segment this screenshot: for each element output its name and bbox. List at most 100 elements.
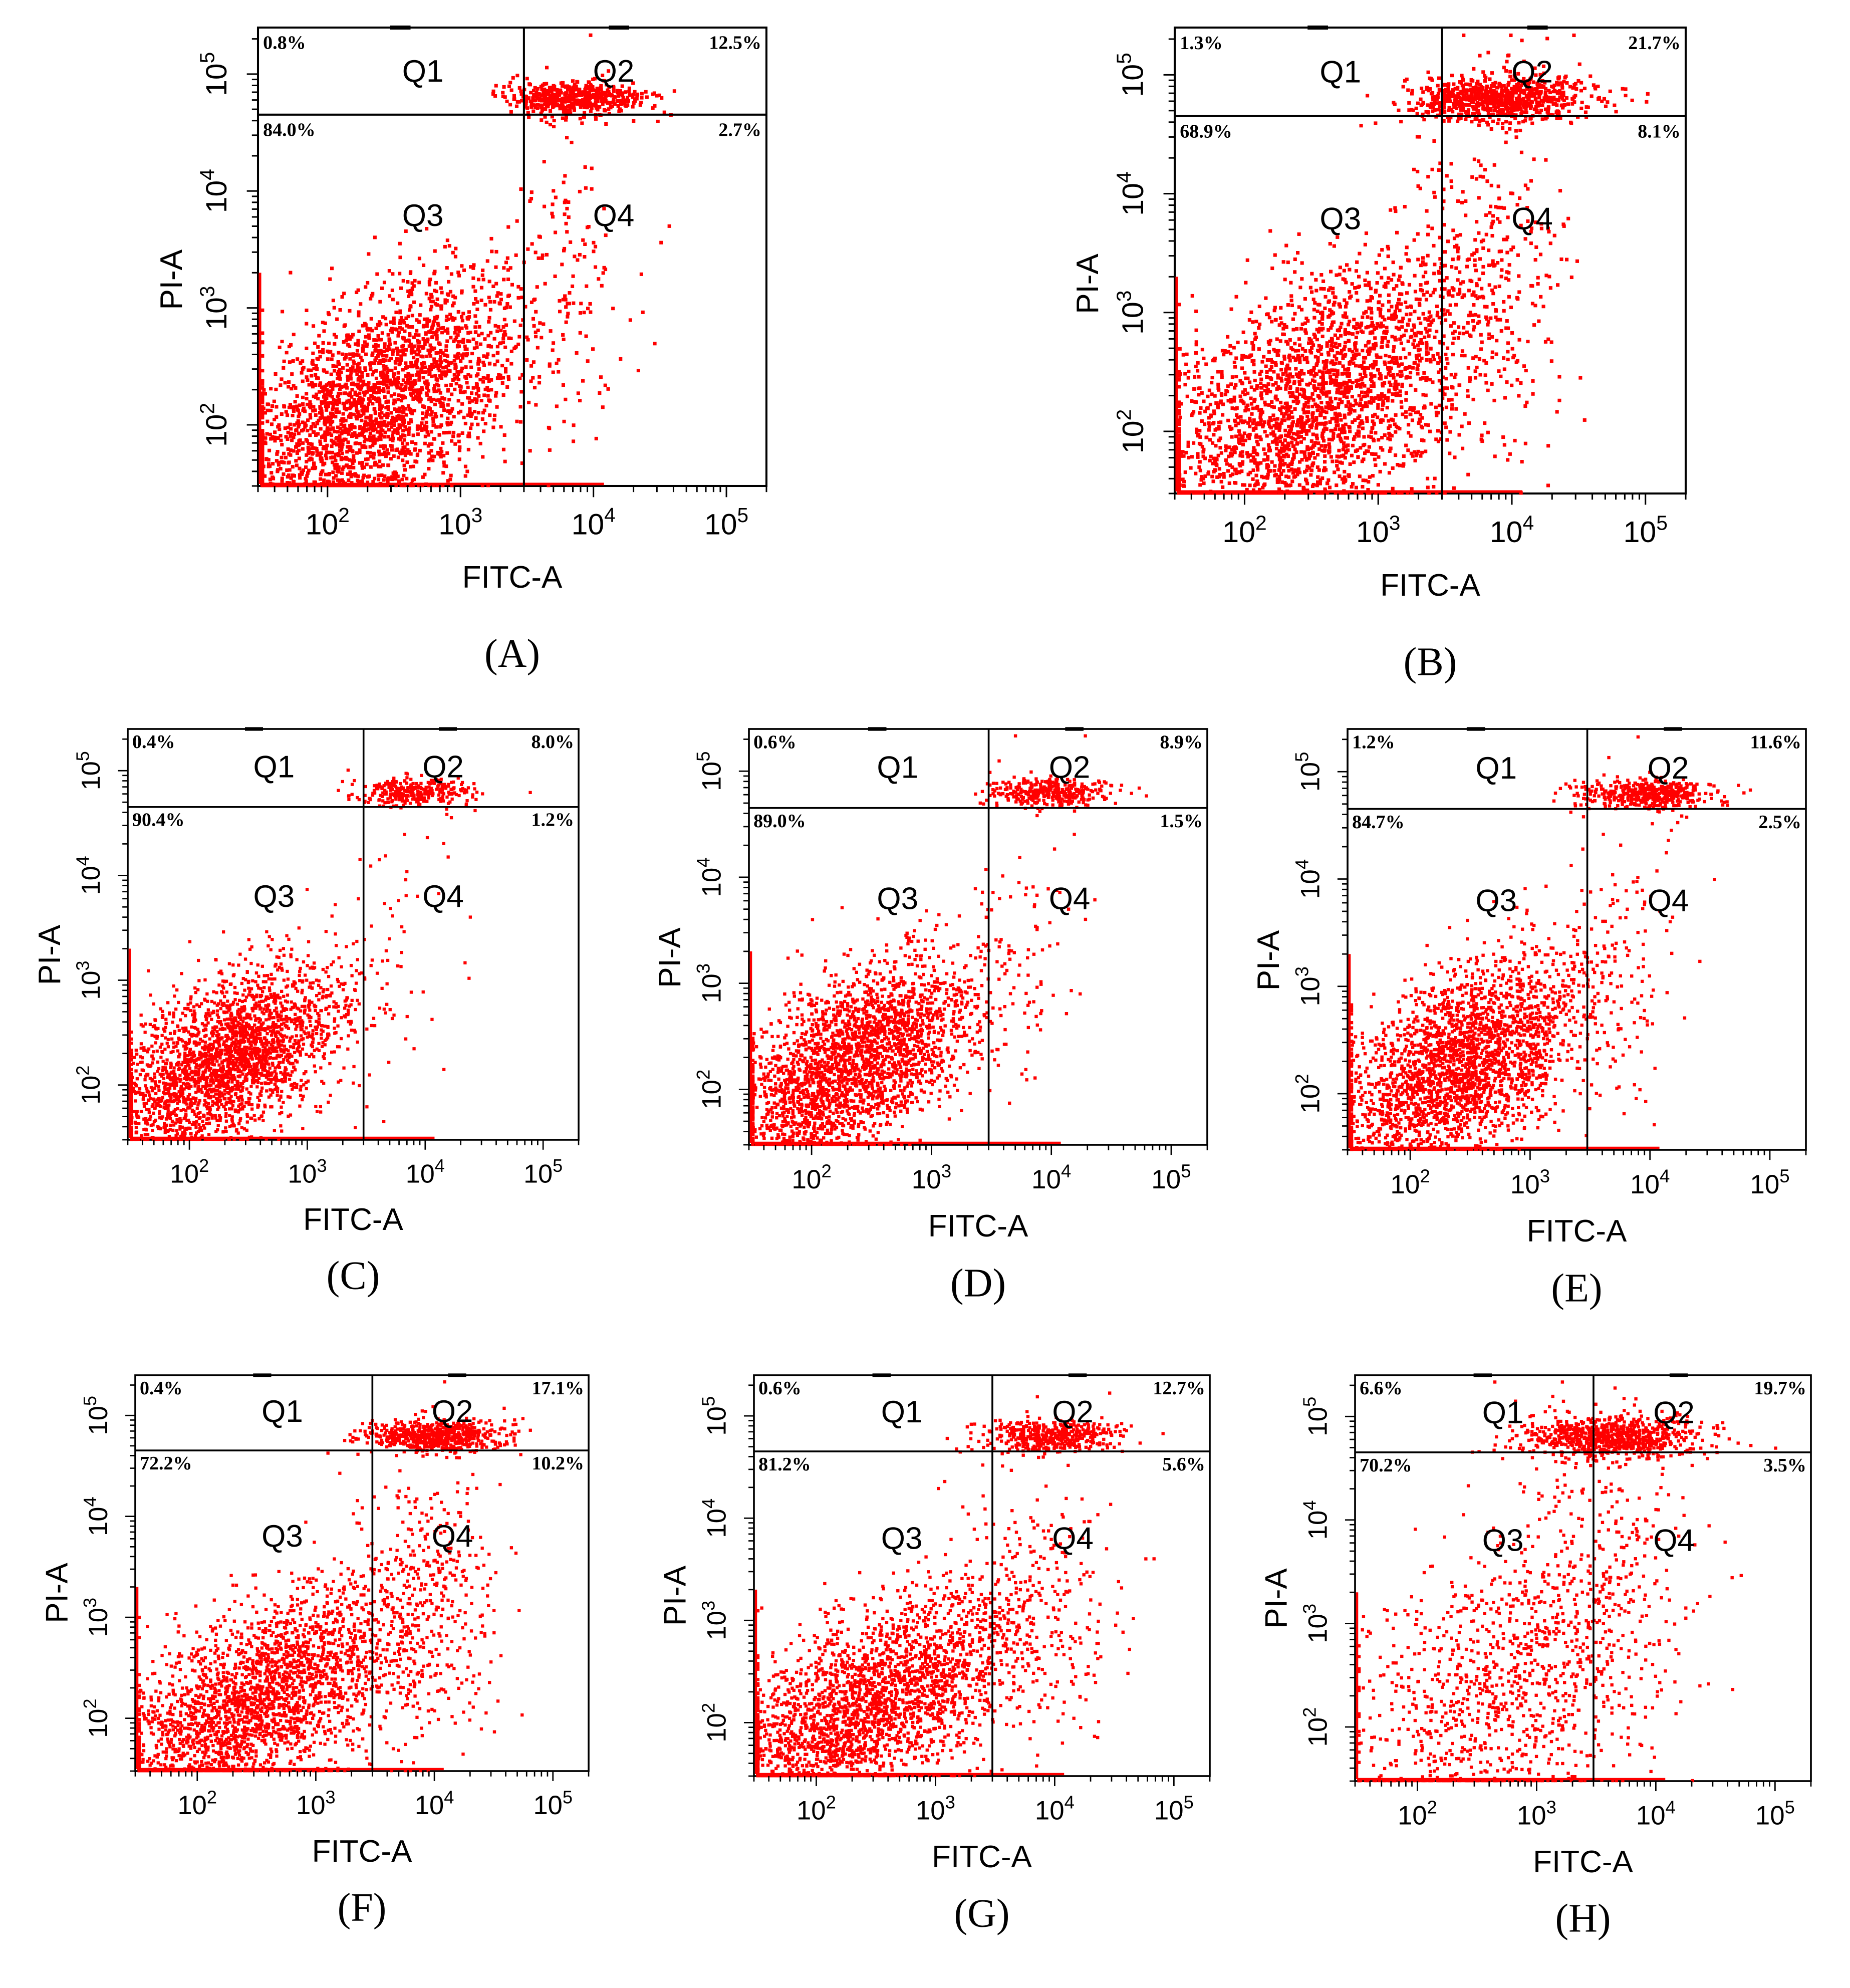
event-dot: [531, 376, 535, 380]
event-dot: [1289, 467, 1293, 471]
event-dot: [353, 369, 357, 373]
event-dot: [1387, 293, 1391, 297]
event-dot: [359, 376, 363, 380]
event-dot: [437, 398, 441, 402]
event-dot: [451, 378, 455, 382]
event-dot: [1249, 353, 1253, 357]
event-dot: [576, 87, 580, 91]
event-dot: [1194, 351, 1198, 355]
event-dot: [298, 476, 302, 480]
event-dot: [1354, 335, 1358, 340]
event-dot: [304, 479, 308, 483]
event-dot: [1274, 381, 1278, 385]
event-dot: [528, 449, 532, 453]
event-dot: [346, 374, 350, 378]
event-dot: [1213, 394, 1217, 398]
event-dot: [1374, 261, 1378, 265]
event-dot: [446, 403, 450, 407]
event-dot: [1376, 394, 1380, 398]
event-dot: [1442, 334, 1446, 338]
event-dot: [1235, 413, 1239, 417]
event-dot: [383, 450, 387, 454]
event-dot: [593, 77, 597, 81]
event-dot: [370, 424, 374, 428]
event-dot: [357, 433, 361, 437]
event-dot: [1200, 391, 1204, 395]
event-dot: [311, 382, 315, 386]
event-dot: [410, 440, 414, 444]
event-dot: [387, 421, 391, 425]
event-dot: [1343, 469, 1347, 474]
event-dot: [332, 441, 336, 445]
event-dot: [384, 317, 388, 321]
event-dot: [297, 425, 301, 429]
event-dot: [445, 327, 450, 331]
event-dot: [1457, 433, 1461, 437]
event-dot: [325, 443, 329, 447]
event-dot: [347, 465, 351, 469]
event-dot: [513, 346, 517, 350]
event-dot: [543, 102, 547, 106]
event-dot: [1332, 320, 1336, 324]
event-dot: [360, 359, 364, 363]
event-dot: [324, 436, 328, 440]
event-dot: [1365, 419, 1369, 423]
event-dot: [495, 294, 499, 298]
event-dot: [348, 352, 352, 356]
event-dot: [499, 329, 503, 333]
event-dot: [473, 289, 477, 293]
event-dot: [1295, 327, 1299, 331]
event-dot: [1443, 250, 1447, 254]
event-dot: [476, 360, 480, 364]
event-dot: [1286, 417, 1290, 421]
event-dot: [1233, 418, 1237, 422]
event-dot: [477, 333, 481, 337]
event-dot: [358, 483, 362, 487]
event-dot: [375, 272, 379, 276]
event-dot: [1273, 361, 1277, 365]
event-dot: [481, 411, 485, 415]
event-dot: [1363, 278, 1367, 283]
event-dot: [421, 376, 425, 380]
event-dot: [415, 366, 419, 370]
event-dot: [320, 401, 324, 405]
event-dot: [505, 99, 509, 103]
event-dot: [571, 284, 575, 288]
event-dot: [360, 463, 364, 467]
event-dot: [414, 333, 418, 337]
event-dot: [393, 341, 397, 345]
event-dot: [344, 353, 348, 357]
event-dot: [488, 308, 493, 312]
event-dot: [1395, 230, 1399, 234]
event-dot: [1177, 378, 1181, 382]
event-dot: [1454, 303, 1458, 307]
event-dot: [525, 106, 530, 110]
event-dot: [260, 444, 265, 448]
event-dot: [1479, 437, 1483, 441]
event-dot: [1284, 325, 1288, 329]
event-dot: [1539, 295, 1543, 299]
event-dot: [313, 424, 317, 428]
event-dot: [539, 111, 543, 115]
event-dot: [307, 468, 311, 472]
event-dot: [326, 430, 330, 434]
event-dot: [592, 240, 596, 244]
event-dot: [1226, 335, 1230, 339]
event-dot: [287, 345, 292, 349]
event-dot: [476, 372, 480, 376]
event-dot: [323, 321, 327, 325]
event-dot: [343, 430, 347, 434]
event-dot: [1335, 416, 1339, 420]
event-dot: [451, 294, 455, 298]
event-dot: [363, 393, 367, 397]
event-dot: [284, 435, 288, 439]
event-dot: [391, 272, 395, 276]
event-dot: [589, 89, 593, 93]
event-dot: [359, 413, 364, 417]
event-dot: [1266, 457, 1270, 461]
event-dot: [284, 483, 288, 487]
event-dot: [338, 377, 342, 381]
event-dot: [1263, 403, 1267, 407]
event-dot: [483, 303, 487, 307]
event-dot: [596, 96, 600, 100]
